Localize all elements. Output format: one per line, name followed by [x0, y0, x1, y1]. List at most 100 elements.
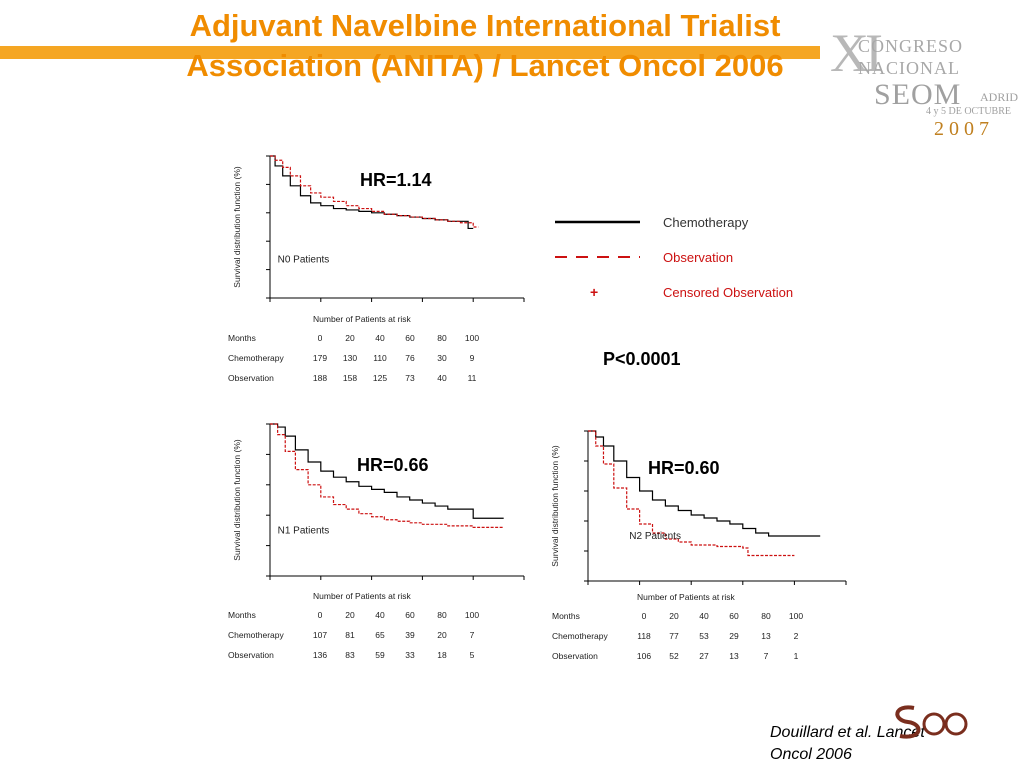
risk-cell: 27	[699, 651, 709, 661]
km-plot-n0: Survival distribution function (%) N0 Pat…	[228, 150, 534, 310]
logo-line-1: CONGRESO	[858, 36, 964, 56]
km-svg: Survival distribution function (%) N1 Pat…	[232, 423, 525, 580]
risk-cell: 0	[317, 333, 323, 343]
risk-cell: 7	[469, 630, 475, 640]
risk-cell: 60	[405, 610, 415, 620]
risk-cell: 179	[312, 353, 328, 363]
risk-cell: 0	[317, 610, 323, 620]
risk-cell: 20	[437, 630, 447, 640]
km-svg: Survival distribution function (%) N2 Pat…	[550, 430, 847, 585]
congress-logo: XI CONGRESO NACIONAL SEOM ADRID 4 y 5 DE…	[830, 20, 1020, 140]
risk-row-chemotherapy: Chemotherapy 118 77 53 29 13 2	[552, 631, 852, 643]
legend-label-censored: Censored Observation	[663, 285, 794, 300]
series-line-chemotherapy	[270, 155, 474, 230]
risk-cell: 2	[793, 631, 799, 641]
risk-cell: 60	[405, 333, 415, 343]
risk-row-label: Months	[552, 611, 580, 621]
risk-row-chemotherapy: Chemotherapy 179 130 110 76 30 9	[228, 353, 534, 365]
risk-row-label: Observation	[228, 373, 274, 383]
risk-cell: 73	[405, 373, 415, 383]
risk-cell: 29	[729, 631, 739, 641]
risk-row-label: Chemotherapy	[228, 353, 284, 363]
risk-cell: 40	[375, 610, 385, 620]
risk-row-months: Months 0 20 40 60 80 100	[228, 333, 534, 345]
logo-line-4: 4 y 5 DE OCTUBRE	[926, 106, 1011, 117]
logo-line-3-suffix: ADRID	[980, 90, 1018, 104]
risk-table-n2: Number of Patients at risk Months 0 20 40 60 8…	[552, 589, 852, 664]
risk-cell: 9	[469, 353, 475, 363]
risk-cell: 106	[636, 651, 652, 661]
risk-cell: 13	[761, 631, 771, 641]
risk-row-chemotherapy: Chemotherapy 107 81 65 39 20 7	[228, 630, 534, 642]
risk-cell: 20	[669, 611, 679, 621]
panel-annotation: N1 Patients	[278, 525, 330, 536]
risk-row-observation: Observation 106 52 27 13 7 1	[552, 651, 852, 663]
km-plot-n1: Survival distribution function (%) N1 Pat…	[228, 418, 534, 588]
risk-cell: 59	[375, 650, 385, 660]
risk-cell: 110	[373, 353, 387, 363]
risk-cell: 77	[669, 631, 679, 641]
p-value: P<0.0001	[603, 349, 681, 369]
risk-cell: 65	[375, 630, 385, 640]
risk-row-months: Months 0 20 40 60 80 100	[552, 611, 852, 623]
series-line-observation	[588, 430, 795, 557]
y-axis-label: Survival distribution function (%)	[232, 166, 242, 288]
risk-cell: 136	[312, 650, 328, 660]
logo-line-2: NACIONAL	[858, 58, 960, 78]
citation: Douillard et al. Lancet Oncol 2006	[770, 722, 925, 766]
y-axis-label: Survival distribution function (%)	[232, 439, 242, 561]
legend-label-observation: Observation	[663, 250, 734, 265]
risk-cell: 81	[345, 630, 355, 640]
risk-cell: 5	[469, 650, 475, 660]
risk-cell: 60	[729, 611, 739, 621]
risk-cell: 125	[372, 373, 388, 383]
hr-label-n2: HR=0.60	[648, 458, 720, 478]
logo-line-5: 2007	[934, 118, 994, 140]
risk-cell: 83	[345, 650, 355, 660]
citation-line-1: Douillard et al. Lancet	[770, 724, 925, 741]
risk-table-n0: Number of Patients at risk Months 0 20 40 60 8…	[228, 311, 534, 391]
risk-row-observation: Observation 136 83 59 33 18 5	[228, 650, 534, 662]
risk-header: Number of Patients at risk	[313, 591, 411, 601]
risk-cell: 100	[464, 610, 480, 620]
risk-cell: 39	[405, 630, 415, 640]
panel-annotation: N0 Patients	[278, 255, 330, 266]
logo-line-3: SEOM	[874, 78, 962, 111]
risk-cell: 40	[437, 373, 447, 383]
series-line-chemotherapy	[270, 423, 504, 519]
risk-cell: 52	[669, 651, 679, 661]
risk-cell: 11	[467, 373, 477, 383]
title-line-2: Association (ANITA) / Lancet Oncol 2006	[186, 48, 784, 83]
risk-cell: 0	[641, 611, 647, 621]
risk-cell: 13	[729, 651, 739, 661]
citation-line-2: Oncol 2006	[770, 746, 852, 763]
km-svg: Survival distribution function (%) N0 Pat…	[232, 155, 525, 302]
risk-header: Number of Patients at risk	[637, 592, 735, 602]
risk-cell: 40	[375, 333, 385, 343]
risk-cell: 20	[345, 333, 355, 343]
risk-table-n1: Number of Patients at risk Months 0 20 40 60 8…	[228, 588, 534, 663]
panel-annotation: N2 Patients	[629, 531, 681, 542]
risk-cell: 158	[342, 373, 358, 383]
legend: + Chemotherapy Observation Censored Obse…	[550, 205, 850, 315]
risk-cell: 188	[312, 373, 328, 383]
risk-cell: 20	[345, 610, 355, 620]
risk-cell: 40	[699, 611, 709, 621]
risk-cell: 30	[437, 353, 447, 363]
risk-cell: 80	[437, 333, 447, 343]
title-underline-bar	[0, 46, 820, 59]
legend-label-chemotherapy: Chemotherapy	[663, 215, 749, 230]
risk-row-label: Months	[228, 333, 256, 343]
risk-row-label: Months	[228, 610, 256, 620]
legend-swatches: +	[555, 220, 640, 300]
risk-row-label: Observation	[552, 651, 598, 661]
series-line-observation	[270, 155, 479, 228]
risk-cell: 100	[788, 611, 804, 621]
risk-header: Number of Patients at risk	[313, 314, 411, 324]
hr-label-n0: HR=1.14	[360, 170, 432, 190]
risk-cell: 1	[793, 651, 799, 661]
risk-cell: 7	[763, 651, 769, 661]
y-axis-label: Survival distribution function (%)	[550, 445, 560, 567]
risk-cell: 100	[464, 333, 480, 343]
km-plot-n2: Survival distribution function (%) N2 Pat…	[546, 425, 856, 593]
